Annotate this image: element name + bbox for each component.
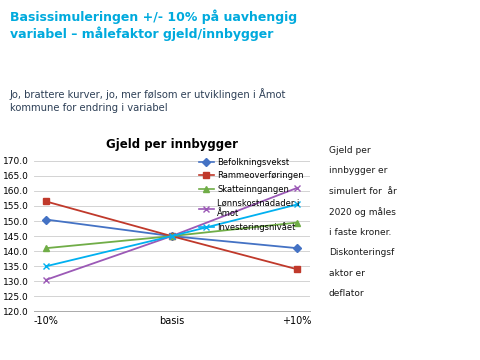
Skatteinngangen	[294, 220, 300, 225]
Rammeoverføringen	[43, 199, 49, 204]
Lønnskostnadader i
Åmot	[43, 278, 49, 282]
Befolkningsvekst	[43, 217, 49, 222]
Skatteinngangen	[169, 234, 175, 238]
Befolkningsvekst	[169, 234, 175, 238]
Skatteinngangen	[43, 246, 49, 250]
Investeringsnivået	[294, 202, 300, 207]
Text: deflator: deflator	[329, 289, 364, 298]
Title: Gjeld per innbygger: Gjeld per innbygger	[106, 138, 238, 151]
Line: Befolkningsvekst: Befolkningsvekst	[43, 216, 300, 251]
Text: i faste kroner.: i faste kroner.	[329, 228, 391, 237]
Lønnskostnadader i
Åmot	[169, 234, 175, 238]
Text: aktor er: aktor er	[329, 269, 365, 278]
Text: Høgskolen i Hedmark: Høgskolen i Hedmark	[420, 340, 480, 346]
Text: innbygger er: innbygger er	[329, 166, 387, 175]
Text: 2020 og måles: 2020 og måles	[329, 207, 396, 217]
Lønnskostnadader i
Åmot	[294, 186, 300, 190]
Rammeoverføringen	[294, 267, 300, 271]
Circle shape	[392, 345, 409, 360]
Text: Jo, brattere kurver, jo, mer følsom er utviklingen i Åmot
kommune for endring i : Jo, brattere kurver, jo, mer følsom er u…	[10, 88, 286, 113]
Text: Gjeld per: Gjeld per	[329, 146, 371, 155]
Text: simulert for  år: simulert for år	[329, 187, 396, 196]
Line: Investeringsnivået: Investeringsnivået	[43, 201, 300, 269]
Investeringsnivået	[43, 264, 49, 269]
Text: Diskonteringsf: Diskonteringsf	[329, 248, 394, 257]
Rammeoverføringen	[169, 234, 175, 238]
Legend: Befolkningsvekst, Rammeoverføringen, Skatteinngangen, Lønnskostnadader i
Åmot, I: Befolkningsvekst, Rammeoverføringen, Ska…	[197, 156, 305, 234]
Line: Rammeoverføringen: Rammeoverføringen	[43, 198, 300, 273]
Line: Lønnskostnadader i
Åmot: Lønnskostnadader i Åmot	[43, 185, 300, 283]
Text: Basissimuleringen +/- 10% på uavhengig
variabel – målefaktor gjeld/innbygger: Basissimuleringen +/- 10% på uavhengig v…	[10, 9, 297, 41]
Circle shape	[399, 332, 416, 347]
Line: Skatteinngangen: Skatteinngangen	[43, 220, 300, 251]
Befolkningsvekst	[294, 246, 300, 250]
Investeringsnivået	[169, 234, 175, 238]
Circle shape	[385, 332, 402, 347]
